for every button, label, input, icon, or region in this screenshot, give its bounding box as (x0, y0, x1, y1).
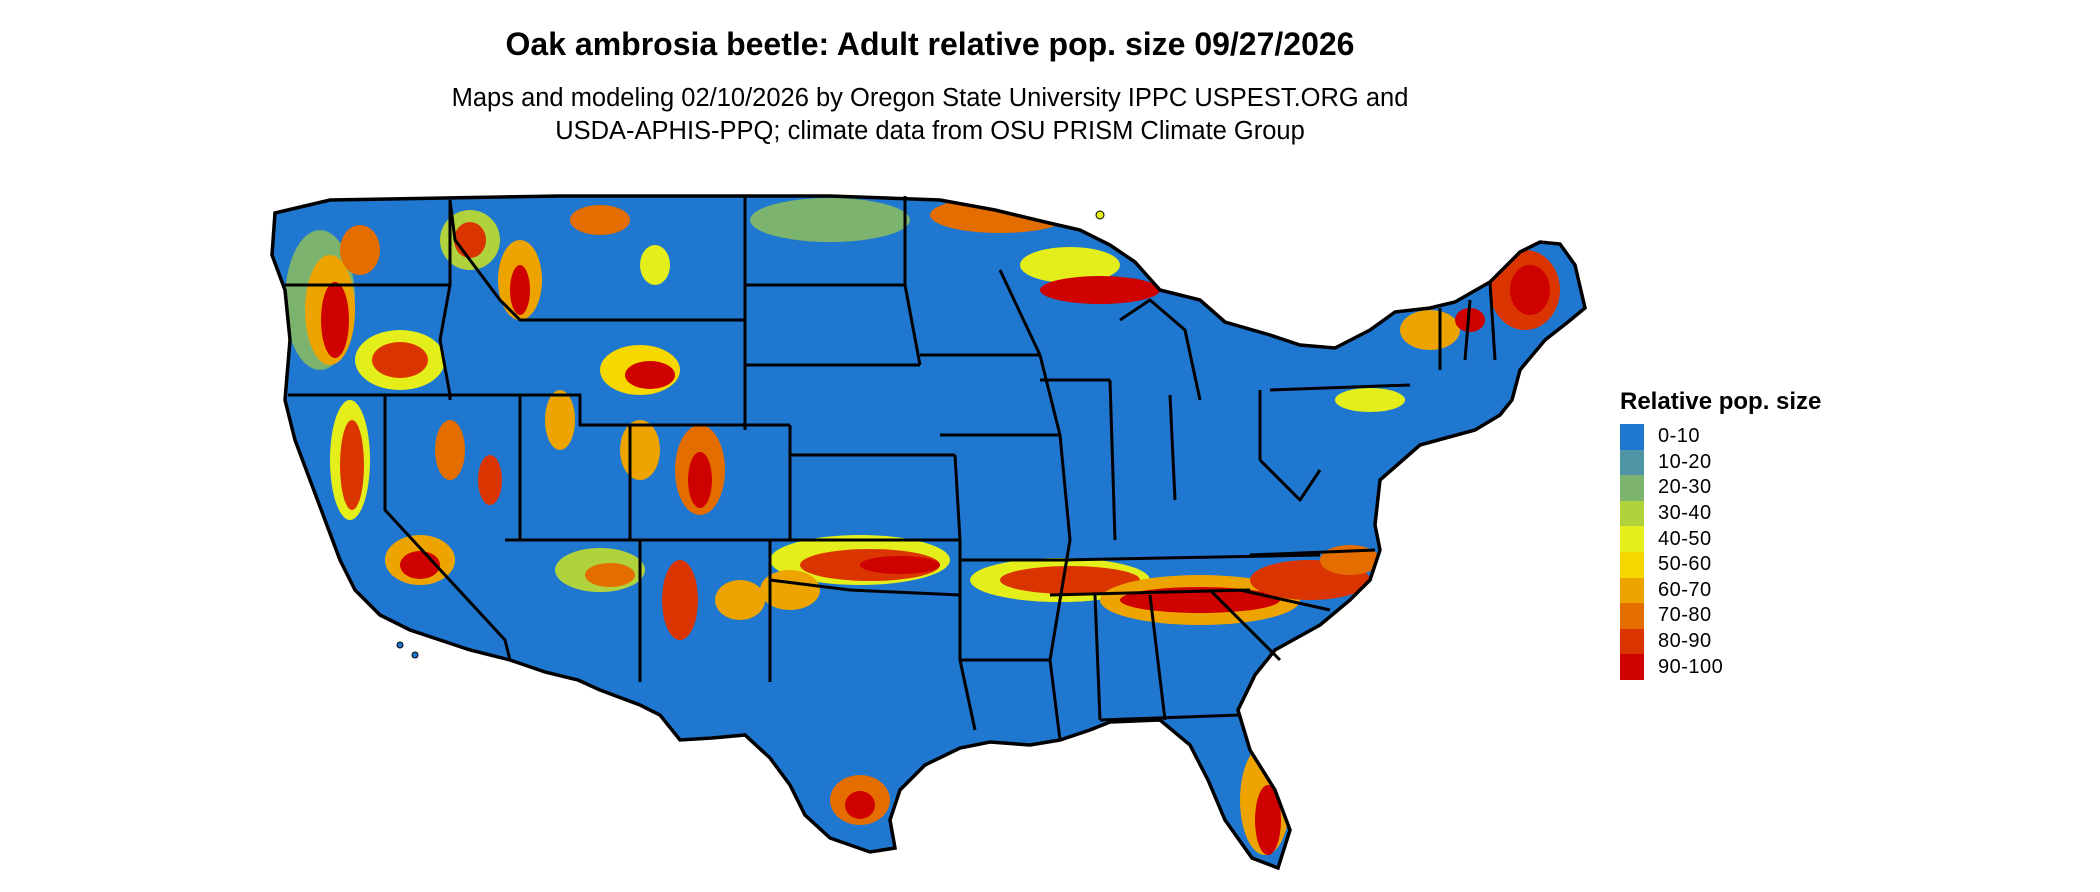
legend-label: 40-50 (1658, 527, 1712, 550)
subtitle-line-1: Maps and modeling 02/10/2026 by Oregon S… (451, 84, 1409, 112)
legend-label: 10-20 (1658, 450, 1712, 473)
legend-swatch (1620, 526, 1644, 552)
legend-item: 20-30 (1620, 475, 1821, 501)
legend-swatch (1620, 551, 1644, 578)
legend-item: 40-50 (1620, 526, 1821, 552)
legend-swatch (1620, 500, 1644, 527)
map-title: Oak ambrosia beetle: Adult relative pop.… (505, 26, 1355, 62)
us-outline (270, 194, 1587, 871)
legend-swatch (1620, 577, 1644, 604)
legend-label: 50-60 (1658, 553, 1712, 576)
legend-label: 30-40 (1658, 502, 1712, 525)
subtitle-line-2: USDA-APHIS-PPQ; climate data from OSU PR… (555, 117, 1305, 145)
legend-swatch (1620, 475, 1644, 501)
state-borders (285, 196, 1497, 741)
legend-item: 80-90 (1620, 628, 1821, 655)
legend-swatch (1620, 654, 1644, 680)
legend-item: 50-60 (1620, 551, 1821, 578)
legend-item: 0-10 (1620, 424, 1821, 450)
legend-item: 90-100 (1620, 654, 1821, 680)
map-subtitle: Maps and modeling 02/10/2026 by Oregon S… (0, 82, 1860, 148)
legend-label: 20-30 (1658, 476, 1712, 499)
legend-items: 0-10 10-20 20-30 30-40 40-50 50-60 60-70… (1620, 424, 1821, 680)
legend-label: 0-10 (1658, 425, 1701, 448)
legend-item: 10-20 (1620, 449, 1821, 476)
legend-title: Relative pop. size (1620, 388, 1822, 415)
legend-label: 90-100 (1658, 655, 1724, 678)
legend-swatch (1620, 603, 1644, 629)
legend-label: 80-90 (1658, 630, 1712, 653)
legend-label: 60-70 (1658, 578, 1712, 601)
legend-item: 70-80 (1620, 603, 1821, 629)
legend-item: 60-70 (1620, 577, 1821, 604)
legend-swatch (1620, 424, 1644, 450)
islands (396, 210, 1105, 659)
map-surface (270, 194, 1587, 871)
legend-swatch (1620, 628, 1644, 655)
legend-swatch (1620, 449, 1644, 476)
us-landmass (272, 196, 1585, 868)
legend: Relative pop. size 0-10 10-20 20-30 30-4… (1620, 388, 1821, 680)
legend-item: 30-40 (1620, 500, 1821, 527)
legend-label: 70-80 (1658, 604, 1712, 627)
